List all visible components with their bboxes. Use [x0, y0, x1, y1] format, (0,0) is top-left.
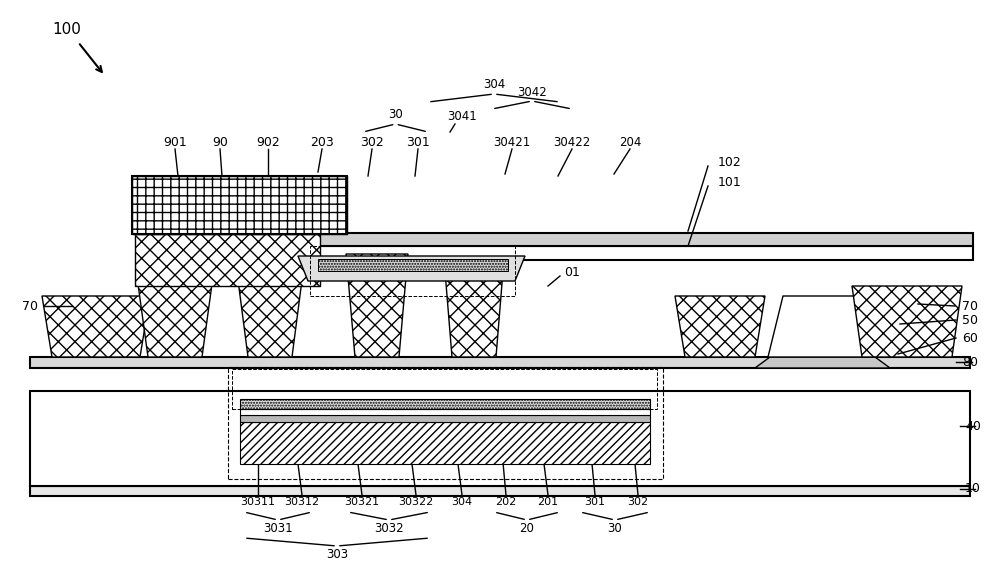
Text: 50: 50: [962, 314, 978, 327]
Text: 30: 30: [608, 522, 622, 535]
Polygon shape: [42, 296, 150, 357]
Text: 203: 203: [310, 135, 334, 148]
Text: 302: 302: [360, 135, 384, 148]
Polygon shape: [298, 256, 525, 281]
Text: 70: 70: [22, 299, 38, 312]
Text: 70: 70: [962, 299, 978, 312]
Text: 304: 304: [451, 497, 473, 507]
Text: 10: 10: [965, 482, 981, 496]
Bar: [132, 176, 347, 234]
Text: 3031: 3031: [263, 522, 293, 535]
Bar: [132, 176, 347, 234]
Text: 30322: 30322: [398, 497, 434, 507]
Text: 60: 60: [962, 332, 978, 345]
Bar: [228, 367, 663, 479]
Text: 80: 80: [962, 355, 978, 368]
Polygon shape: [852, 286, 962, 357]
Text: 902: 902: [256, 135, 280, 148]
Text: 30421: 30421: [493, 135, 531, 148]
Text: 201: 201: [537, 497, 559, 507]
Polygon shape: [768, 296, 877, 357]
Text: 20: 20: [520, 522, 534, 535]
Text: 102: 102: [718, 156, 742, 169]
Text: 301: 301: [406, 135, 430, 148]
Text: 204: 204: [619, 135, 641, 148]
Text: 302: 302: [627, 497, 649, 507]
Text: 3042: 3042: [517, 86, 547, 99]
Bar: [30, 486, 970, 496]
Bar: [288, 233, 973, 246]
Polygon shape: [138, 284, 212, 357]
Polygon shape: [444, 259, 504, 357]
Bar: [240, 409, 650, 415]
Polygon shape: [675, 296, 765, 357]
Text: 30312: 30312: [284, 497, 320, 507]
Bar: [135, 234, 320, 286]
Bar: [240, 422, 650, 464]
Text: 90: 90: [212, 135, 228, 148]
Text: 101: 101: [718, 175, 742, 188]
Text: 304: 304: [483, 78, 505, 91]
Bar: [318, 259, 508, 271]
Text: 3032: 3032: [374, 522, 404, 535]
Text: 901: 901: [163, 135, 187, 148]
Text: 30321: 30321: [344, 497, 380, 507]
Text: 3041: 3041: [447, 109, 477, 122]
Polygon shape: [755, 357, 890, 368]
Bar: [30, 391, 970, 486]
Polygon shape: [238, 280, 302, 357]
Bar: [240, 415, 650, 422]
Bar: [232, 369, 657, 409]
Text: 30422: 30422: [553, 135, 591, 148]
Text: 100: 100: [52, 21, 81, 37]
Bar: [240, 399, 650, 409]
Bar: [310, 246, 515, 296]
Text: 202: 202: [495, 497, 517, 507]
Text: 301: 301: [584, 497, 606, 507]
Text: 40: 40: [965, 420, 981, 433]
Text: 30311: 30311: [240, 497, 276, 507]
Text: 01: 01: [564, 266, 580, 279]
Bar: [288, 246, 973, 260]
Text: 303: 303: [326, 549, 348, 562]
Bar: [30, 357, 970, 368]
Polygon shape: [346, 254, 408, 357]
Text: 30: 30: [388, 108, 403, 121]
